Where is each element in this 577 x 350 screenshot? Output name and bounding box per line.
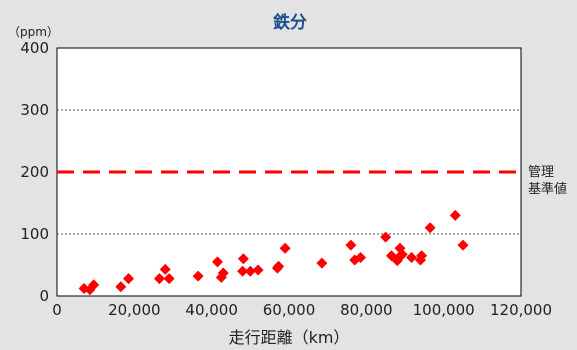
reference-line-label-line2: 基準値	[528, 181, 567, 197]
data-point	[380, 231, 392, 243]
data-point	[115, 281, 127, 293]
grid-lines	[57, 109, 521, 235]
data-point	[345, 239, 357, 251]
data-point	[211, 256, 223, 268]
x-axis-label: 走行距離（km）	[229, 328, 350, 347]
x-tick-label: 0	[52, 301, 62, 319]
x-tick-label: 100,000	[413, 301, 475, 319]
plot-area	[56, 47, 522, 297]
data-point	[457, 239, 469, 251]
data-point	[316, 257, 328, 269]
y-tick-label: 100	[20, 225, 49, 243]
data-point	[237, 253, 249, 265]
data-point	[252, 264, 264, 276]
data-point	[159, 263, 171, 275]
data-point	[237, 265, 249, 277]
data-point	[424, 222, 436, 234]
x-tick-label: 40,000	[185, 301, 238, 319]
data-point	[88, 279, 100, 291]
y-tick-labels: 0 100 200 300 400	[20, 39, 49, 305]
y-tick-label: 400	[20, 39, 49, 57]
x-tick-label: 80,000	[340, 301, 393, 319]
y-tick-label: 0	[39, 287, 49, 305]
data-point	[355, 252, 367, 264]
reference-line-label-line1: 管理	[528, 165, 554, 180]
data-point	[244, 265, 256, 277]
reference-line-group: 管理 基準値	[57, 165, 567, 197]
data-point	[385, 250, 397, 262]
x-tick-label: 120,000	[490, 301, 552, 319]
data-point	[416, 250, 428, 262]
x-tick-label: 20,000	[108, 301, 161, 319]
data-point	[273, 260, 285, 272]
x-tick-label: 60,000	[263, 301, 316, 319]
data-point	[279, 242, 291, 254]
data-point	[449, 209, 461, 221]
data-point	[396, 248, 408, 260]
data-point	[217, 267, 229, 279]
y-axis-unit-label: （ppm）	[8, 25, 59, 39]
chart-title: 鉄分	[273, 12, 307, 33]
y-tick-label: 300	[20, 101, 49, 119]
data-point	[406, 252, 418, 264]
y-tick-label: 200	[20, 163, 49, 181]
data-point	[192, 270, 204, 282]
data-point	[153, 273, 165, 285]
data-point	[163, 273, 175, 285]
data-points	[78, 209, 469, 296]
data-point	[123, 273, 135, 285]
x-tick-labels: 0 20,000 40,000 60,000 80,000 100,000 120,000	[52, 301, 552, 319]
